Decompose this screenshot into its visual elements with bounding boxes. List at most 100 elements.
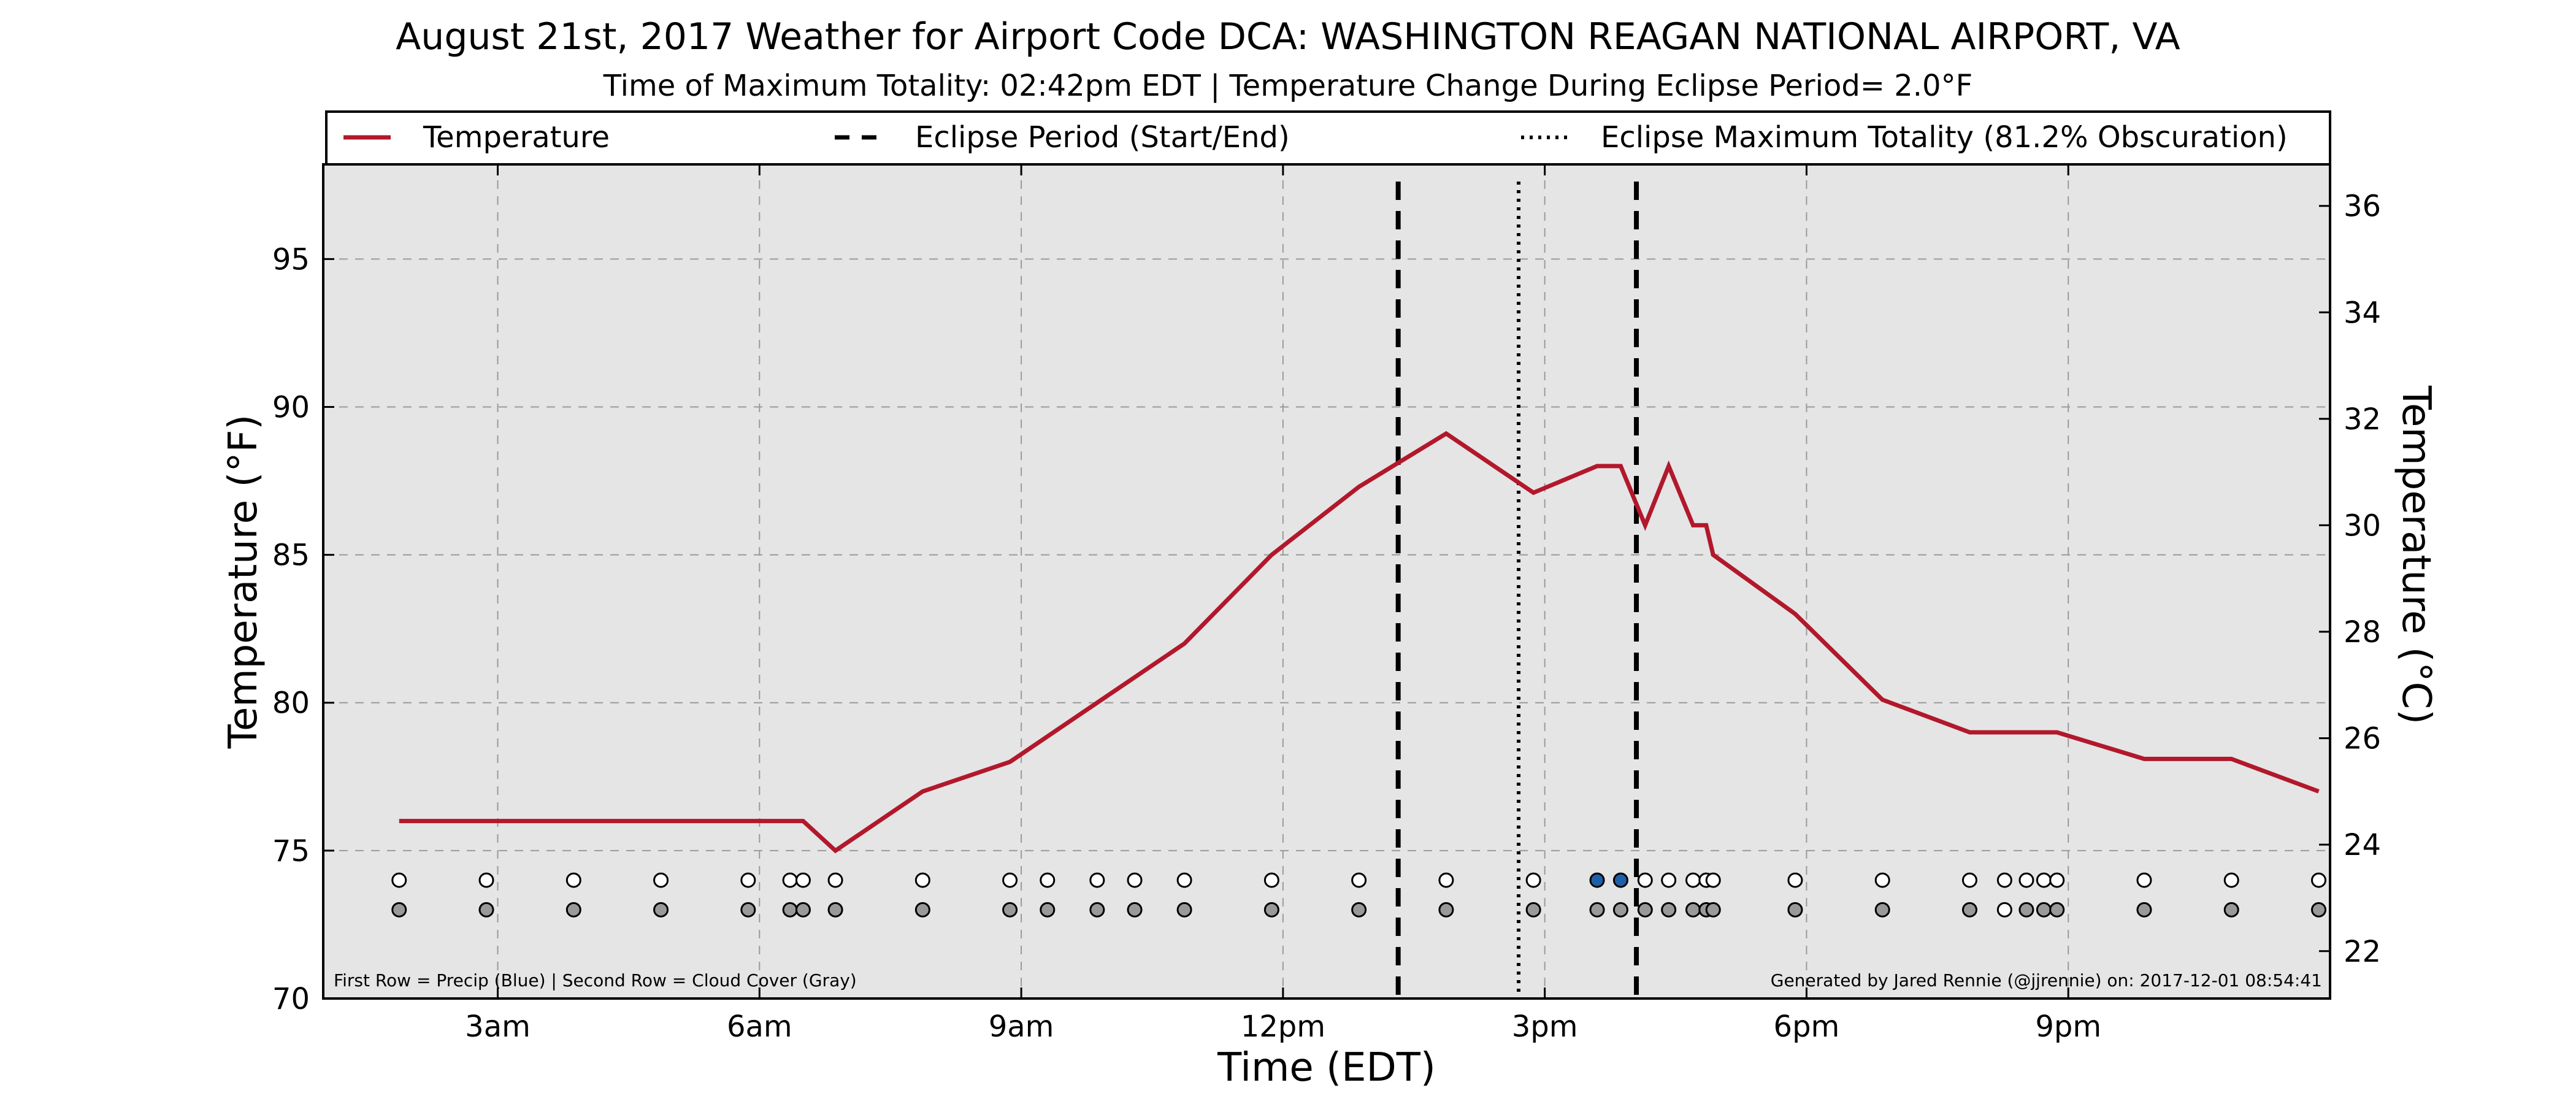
y-right-tick-label: 36 — [2344, 190, 2381, 224]
cloud-cover-marker — [2018, 902, 2034, 918]
cloud-cover-marker — [1438, 902, 1454, 918]
precip-marker — [1040, 872, 1056, 888]
precip-marker — [2136, 872, 2152, 888]
precip-marker — [1351, 872, 1367, 888]
cloud-cover-marker — [914, 902, 930, 918]
cloud-cover-marker — [1637, 902, 1653, 918]
cloud-cover-marker — [391, 902, 407, 918]
precip-marker — [1787, 872, 1803, 888]
precip-marker — [1438, 872, 1454, 888]
y-right-tick-label: 26 — [2344, 722, 2381, 756]
legend-eclipse-period-label: Eclipse Period (Start/End) — [915, 120, 1290, 155]
grid-lines — [323, 164, 2330, 999]
precip-marker — [2049, 872, 2065, 888]
footnote-right: Generated by Jared Rennie (@jjrennie) on… — [1771, 970, 2322, 991]
y-right-tick-label: 32 — [2344, 402, 2381, 437]
precip-marker — [1127, 872, 1143, 888]
x-tick-label: 6pm — [1774, 1010, 1840, 1044]
cloud-cover-marker — [1127, 902, 1143, 918]
x-tick-label: 6am — [727, 1010, 792, 1044]
cloud-cover-marker — [2223, 902, 2239, 918]
precip-marker — [914, 872, 930, 888]
precip-marker — [795, 872, 811, 888]
cloud-cover-marker — [2311, 902, 2327, 918]
cloud-cover-marker — [795, 902, 811, 918]
x-axis-label: Time (EDT) — [1217, 1045, 1436, 1091]
precip-marker — [1874, 872, 1890, 888]
cloud-cover-marker — [827, 902, 843, 918]
plot-area — [323, 164, 2330, 999]
cloud-cover-marker — [1996, 902, 2012, 918]
precip-marker — [827, 872, 843, 888]
x-tick-label: 9am — [989, 1010, 1054, 1044]
cloud-cover-marker — [1961, 902, 1977, 918]
axis-ticks: 3am 6am 9am 12pm 3pm 6pm 9pm 70 75 80 85 90 95 22 24 26… — [272, 164, 2381, 1044]
precip-marker — [1525, 872, 1541, 888]
precip-marker — [2311, 872, 2327, 888]
precip-marker — [782, 872, 798, 888]
precip-marker — [1661, 872, 1677, 888]
cloud-cover-marker — [478, 902, 494, 918]
y-right-tick-label: 30 — [2344, 508, 2381, 543]
cloud-cover-marker — [1787, 902, 1803, 918]
y-right-tick-label: 22 — [2344, 935, 2381, 969]
precip-marker — [1002, 872, 1018, 888]
y-axis-label-right: Temperature (°C) — [2393, 385, 2439, 724]
cloud-cover-marker — [2036, 902, 2052, 918]
cloud-cover-marker — [565, 902, 581, 918]
precip-marker — [1961, 872, 1977, 888]
precip-marker — [740, 872, 756, 888]
y-tick-label: 70 — [272, 982, 310, 1016]
x-tick-label: 12pm — [1241, 1010, 1325, 1044]
cloud-cover-marker — [1263, 902, 1279, 918]
y-tick-label: 80 — [272, 686, 310, 721]
cloud-cover-marker — [1351, 902, 1367, 918]
cloud-cover-marker — [1874, 902, 1890, 918]
cloud-cover-marker — [1705, 902, 1721, 918]
y-right-tick-label: 28 — [2344, 615, 2381, 650]
precip-marker — [1089, 872, 1105, 888]
x-tick-label: 3am — [465, 1010, 531, 1044]
plot-frame — [322, 163, 2331, 1000]
precip-marker — [1685, 872, 1701, 888]
observation-markers — [391, 872, 2327, 918]
legend-eclipse-max-label: Eclipse Maximum Totality (81.2% Obscurat… — [1601, 120, 2288, 155]
precip-marker — [2018, 872, 2034, 888]
precip-marker — [2223, 872, 2239, 888]
y-axis-label-left: Temperature (°F) — [221, 415, 266, 749]
legend-temperature-label: Temperature — [423, 120, 610, 155]
precip-marker — [1263, 872, 1279, 888]
precip-marker — [1996, 872, 2012, 888]
cloud-cover-marker — [1040, 902, 1056, 918]
precip-marker — [1637, 872, 1653, 888]
cloud-cover-marker — [1661, 902, 1677, 918]
cloud-cover-marker — [1685, 902, 1701, 918]
cloud-cover-marker — [1589, 902, 1605, 918]
cloud-cover-marker — [1525, 902, 1541, 918]
cloud-cover-marker — [2136, 902, 2152, 918]
footnote-left: First Row = Precip (Blue) | Second Row =… — [334, 970, 857, 991]
temperature-series — [399, 431, 2320, 854]
y-tick-label: 95 — [272, 242, 310, 277]
legend-box — [325, 110, 2331, 166]
cloud-cover-marker — [653, 902, 669, 918]
x-tick-label: 3pm — [1512, 1010, 1578, 1044]
cloud-cover-marker — [1089, 902, 1105, 918]
cloud-cover-marker — [2049, 902, 2065, 918]
chart-subtitle: Time of Maximum Totality: 02:42pm EDT | … — [603, 69, 1972, 103]
y-tick-label: 75 — [272, 834, 310, 868]
precip-marker — [653, 872, 669, 888]
precip-marker — [1705, 872, 1721, 888]
y-right-tick-label: 34 — [2344, 296, 2381, 330]
x-tick-label: 9pm — [2035, 1010, 2101, 1044]
y-tick-label: 85 — [272, 539, 310, 573]
chart-title: August 21st, 2017 Weather for Airport Co… — [396, 15, 2180, 58]
cloud-cover-marker — [1612, 902, 1628, 918]
precip-marker — [1176, 872, 1192, 888]
legend: Temperature Eclipse Period (Start/End) E… — [325, 110, 2331, 166]
temperature-line — [399, 431, 2320, 854]
precip-marker — [1612, 872, 1628, 888]
y-right-tick-label: 24 — [2344, 828, 2381, 862]
cloud-cover-marker — [740, 902, 756, 918]
